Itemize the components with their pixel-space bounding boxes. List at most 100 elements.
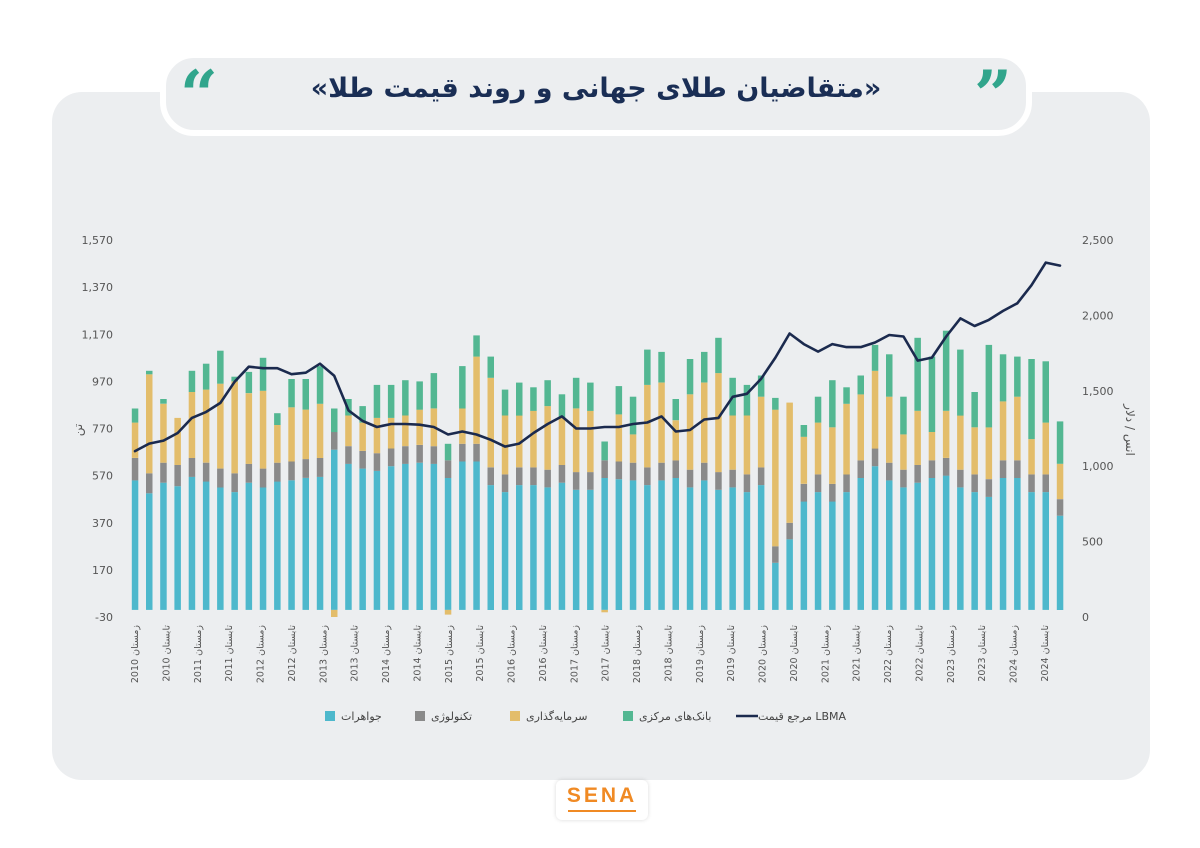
bar-segment <box>914 410 921 465</box>
bar-segment <box>160 482 167 610</box>
stacked-bars <box>131 330 1064 617</box>
bar-segment <box>800 501 808 610</box>
left-y-axis-label: تن <box>71 424 86 436</box>
legend-label: سرمایه‌گذاری <box>526 710 587 723</box>
left-tick-label: 370 <box>92 517 113 530</box>
bar-segment <box>715 489 722 610</box>
bar-segment <box>259 357 267 391</box>
bar-segment <box>416 409 423 445</box>
bar-segment <box>416 462 423 610</box>
bar-segment <box>202 462 210 482</box>
bar-segment <box>843 387 850 404</box>
close-quote-icon: ” <box>974 56 1012 134</box>
bar-segment <box>814 396 822 423</box>
bar-segment <box>814 492 822 610</box>
bar-segment <box>644 349 651 385</box>
bar-segment <box>444 460 452 478</box>
x-tick-label: زمستان 2022 <box>883 625 894 684</box>
bar-segment <box>331 609 338 617</box>
bar-segment <box>1056 499 1064 516</box>
bar-segment <box>615 479 623 610</box>
bar-segment <box>829 427 836 484</box>
bar-segment <box>572 408 580 473</box>
lbma-price-line <box>133 261 1062 453</box>
bar-segment <box>530 387 537 411</box>
bar-segment <box>430 463 438 610</box>
bar-segment <box>829 483 836 502</box>
x-tick-label: تابستان 2023 <box>977 625 988 682</box>
bar-segment <box>331 408 338 433</box>
bar-segment <box>359 450 366 469</box>
bar-segment <box>316 458 324 477</box>
bar-segment <box>701 462 708 481</box>
bar-segment <box>1056 421 1064 464</box>
bar-segment <box>985 496 993 610</box>
bar-segment <box>587 489 594 610</box>
bar-segment <box>1042 361 1049 423</box>
bar-segment <box>1042 474 1049 493</box>
legend-label: جواهرات <box>341 710 382 723</box>
bar-segment <box>1014 478 1021 610</box>
bar-segment <box>786 402 793 523</box>
x-tick-label: زمستان 2016 <box>507 625 518 684</box>
bar-segment <box>942 475 950 610</box>
bar-segment <box>629 480 637 610</box>
bar-segment <box>231 376 238 382</box>
bar-segment <box>302 459 309 478</box>
bar-segment <box>444 609 452 615</box>
legend-swatch <box>325 711 335 721</box>
left-tick-label: -30 <box>95 611 113 624</box>
bar-segment <box>900 434 907 470</box>
bar-segment <box>843 403 850 475</box>
bar-segment <box>786 522 793 540</box>
bar-segment <box>274 462 281 482</box>
bar-segment <box>857 394 864 461</box>
x-tick-label: زمستان 2014 <box>381 625 392 684</box>
bar-segment <box>402 446 409 464</box>
bar-segment <box>501 415 509 475</box>
bar-segment <box>629 462 637 481</box>
sena-logo: SENA <box>556 780 648 820</box>
bar-segment <box>544 487 551 610</box>
left-tick-label: 1,370 <box>82 281 114 294</box>
bar-segment <box>999 478 1007 610</box>
x-tick-label: تابستان 2012 <box>287 625 298 682</box>
bar-segment <box>829 380 836 428</box>
bar-segment <box>487 485 494 610</box>
bar-segment <box>1056 463 1064 500</box>
bar-segment <box>245 482 253 610</box>
left-tick-label: 770 <box>92 423 113 436</box>
x-tick-label: زمستان 2010 <box>130 625 141 684</box>
bar-segment <box>202 481 210 610</box>
bar-segment <box>572 472 580 490</box>
x-tick-label: زمستان 2018 <box>632 625 643 684</box>
bar-segment <box>188 476 196 610</box>
bar-segment <box>231 473 238 493</box>
bar-segment <box>900 487 907 610</box>
bar-segment <box>1056 515 1064 610</box>
bar-segment <box>957 349 964 416</box>
bar-segment <box>1014 356 1021 397</box>
bar-segment <box>886 462 893 481</box>
bar-segment <box>971 392 978 428</box>
bar-segment <box>999 401 1007 461</box>
bar-segment <box>587 410 594 473</box>
x-tick-label: زمستان 2023 <box>946 625 957 684</box>
bar-segment <box>1028 359 1035 440</box>
legend: جواهرات تکنولوژی سرمایه‌گذاری بانک‌های مرکز… <box>325 710 847 723</box>
bar-segment <box>146 374 153 474</box>
bar-segment <box>174 465 181 487</box>
bar-segment <box>359 406 366 423</box>
bar-segment <box>558 482 566 610</box>
bar-segment <box>900 396 907 435</box>
bar-segment <box>800 436 808 484</box>
bar-segment <box>288 461 295 481</box>
bar-segment <box>302 478 309 610</box>
bar-segment <box>658 480 665 610</box>
x-tick-label: زمستان 2019 <box>695 625 706 684</box>
x-tick-label: زمستان 2012 <box>256 625 267 684</box>
bar-segment <box>743 492 751 610</box>
bar-segment <box>1042 422 1049 475</box>
x-axis-ticks: زمستان 2010 تابستان 2010 زمستان 2011 تابستا… <box>130 625 1051 684</box>
bar-segment <box>259 468 267 488</box>
